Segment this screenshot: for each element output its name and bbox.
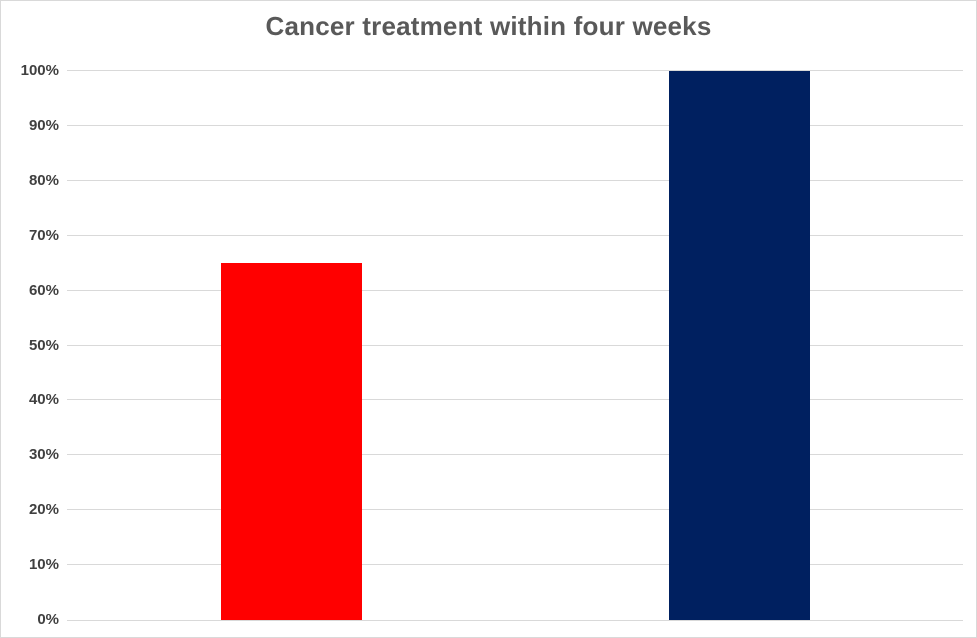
y-axis-tick-label: 60% (28, 281, 59, 299)
y-axis-tick-label: 40% (28, 391, 59, 409)
plot-area (67, 70, 963, 621)
gridline (67, 564, 963, 566)
y-axis-tick-label: 80% (28, 171, 59, 189)
gridline (67, 289, 963, 291)
gridline (67, 234, 963, 236)
y-axis-tick-label: 30% (28, 446, 59, 464)
gridline (67, 509, 963, 511)
y-axis-tick-label: 70% (28, 226, 59, 244)
y-axis-tick-label: 0% (37, 611, 59, 628)
gridline (67, 344, 963, 346)
y-axis: 0% 10% 20% 30% 40% 50% 60% 70% 80% 90% 100% (1, 62, 59, 628)
y-axis-tick-label: 10% (28, 556, 59, 574)
bar-1 (221, 263, 362, 620)
gridline (67, 454, 963, 456)
gridline (67, 70, 963, 71)
y-axis-tick-label: 50% (28, 336, 59, 354)
chart-title: Cancer treatment within four weeks (265, 11, 712, 41)
x-axis-line (67, 620, 963, 621)
y-axis-tick-label: 100% (20, 62, 59, 79)
gridline (67, 399, 963, 401)
gridline (67, 124, 963, 126)
gridline (67, 179, 963, 181)
y-axis-tick-label: 20% (28, 501, 59, 519)
y-axis-tick-label: 90% (28, 116, 59, 134)
bar-2 (669, 71, 810, 620)
